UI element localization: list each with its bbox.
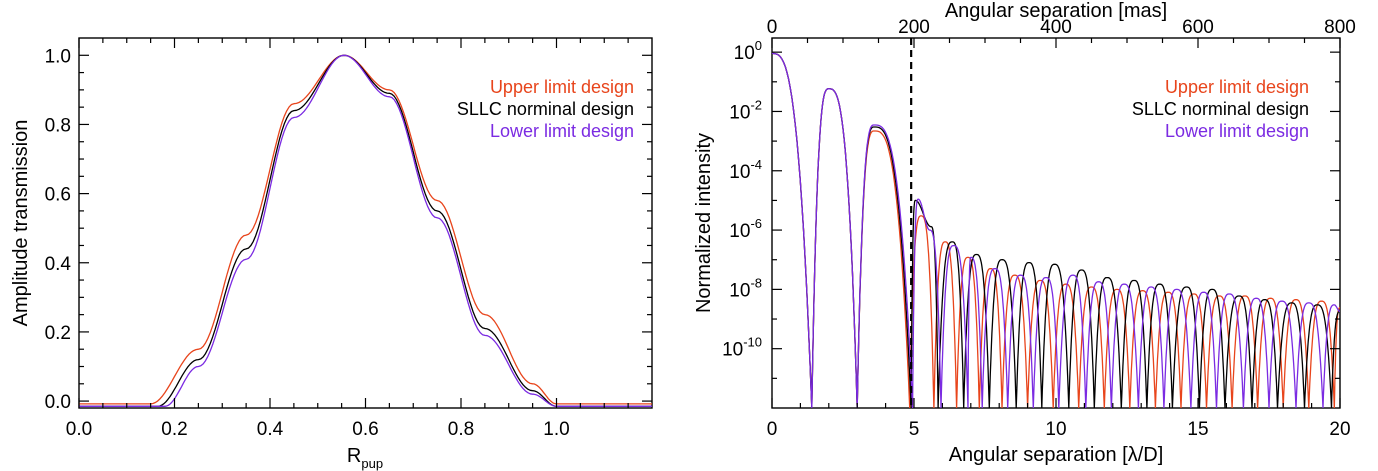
left-y-tick-label: 0.0 — [45, 392, 71, 413]
left-x-tick-label: 0.8 — [448, 419, 474, 440]
right-top-axis-label: Angular separation [mas] — [945, 0, 1167, 22]
left-panel: 0.0 0.2 0.4 0.6 0.8 1.0 0.0 0.2 0.4 0.6 0.8 1.0 Upp… — [10, 37, 653, 471]
left-x-tick-label: 0.2 — [161, 419, 187, 440]
right-y-axis-label: Normalized intensity — [693, 133, 715, 313]
left-x-tick-label: 1.0 — [543, 419, 569, 440]
left-legend-sllc-norminal-design: SLLC norminal design — [457, 99, 634, 119]
left-x-tick-label: 0.6 — [352, 419, 378, 440]
left-legend-lower-limit-design: Lower limit design — [490, 121, 634, 141]
right-series-upper-limit-design — [772, 52, 1340, 408]
right-legend-sllc-norminal-design: SLLC norminal design — [1132, 99, 1309, 119]
left-series-upper-limit-design — [79, 54, 652, 405]
right-top-tick-label: 800 — [1324, 17, 1356, 38]
right-top-tick-label: 0 — [767, 17, 778, 38]
right-y-tick-label: 10-6 — [729, 216, 762, 242]
right-top-tick-label: 200 — [898, 17, 930, 38]
right-x-tick-label: 20 — [1329, 419, 1350, 440]
right-top-tick-label: 400 — [1040, 17, 1072, 38]
right-y-tick-label: 10-2 — [729, 97, 762, 123]
left-y-tick-label: 1.0 — [45, 46, 71, 67]
left-series-lower-limit-design — [79, 54, 652, 407]
left-y-tick-label: 0.8 — [45, 115, 71, 136]
left-x-axis-label: Rpup — [347, 445, 383, 471]
right-x-tick-label: 15 — [1187, 419, 1208, 440]
right-ticks: 0 5 10 15 200 200 400 600 80010010-210-410-610-8… — [722, 17, 1356, 440]
left-legend-upper-limit-design: Upper limit design — [490, 77, 634, 97]
right-legend-lower-limit-design: Lower limit design — [1165, 121, 1309, 141]
right-series-lower-limit-design — [772, 52, 1340, 408]
left-y-axis-label: Amplitude transmission — [10, 120, 32, 327]
left-y-tick-label: 0.2 — [45, 323, 71, 344]
left-series-sllc-norminal-design — [79, 54, 652, 407]
right-top-tick-label: 600 — [1182, 17, 1214, 38]
right-y-tick-label: 10-4 — [729, 157, 762, 183]
right-y-tick-label: 10-8 — [729, 275, 762, 301]
right-x-tick-label: 0 — [767, 419, 778, 440]
left-ticks: 0.0 0.2 0.4 0.6 0.8 1.0 0.0 0.2 0.4 0.6 0.8 1.0 — [45, 38, 652, 440]
left-curves — [79, 54, 652, 407]
right-legend-upper-limit-design: Upper limit design — [1165, 77, 1309, 97]
left-y-tick-label: 0.4 — [45, 254, 72, 275]
left-x-tick-label: 0.0 — [66, 419, 92, 440]
left-y-tick-label: 0.6 — [45, 185, 71, 206]
right-y-tick-label: 10-10 — [722, 335, 762, 361]
right-curves — [772, 52, 1340, 408]
right-x-axis-label: Angular separation [λ/D] — [949, 444, 1164, 466]
right-y-tick-label: 100 — [734, 38, 762, 64]
right-panel: 0 5 10 15 200 200 400 600 80010010-210-410-610-8… — [693, 0, 1356, 466]
right-x-tick-label: 5 — [909, 419, 920, 440]
right-x-tick-label: 10 — [1045, 419, 1066, 440]
left-x-tick-label: 0.4 — [257, 419, 284, 440]
